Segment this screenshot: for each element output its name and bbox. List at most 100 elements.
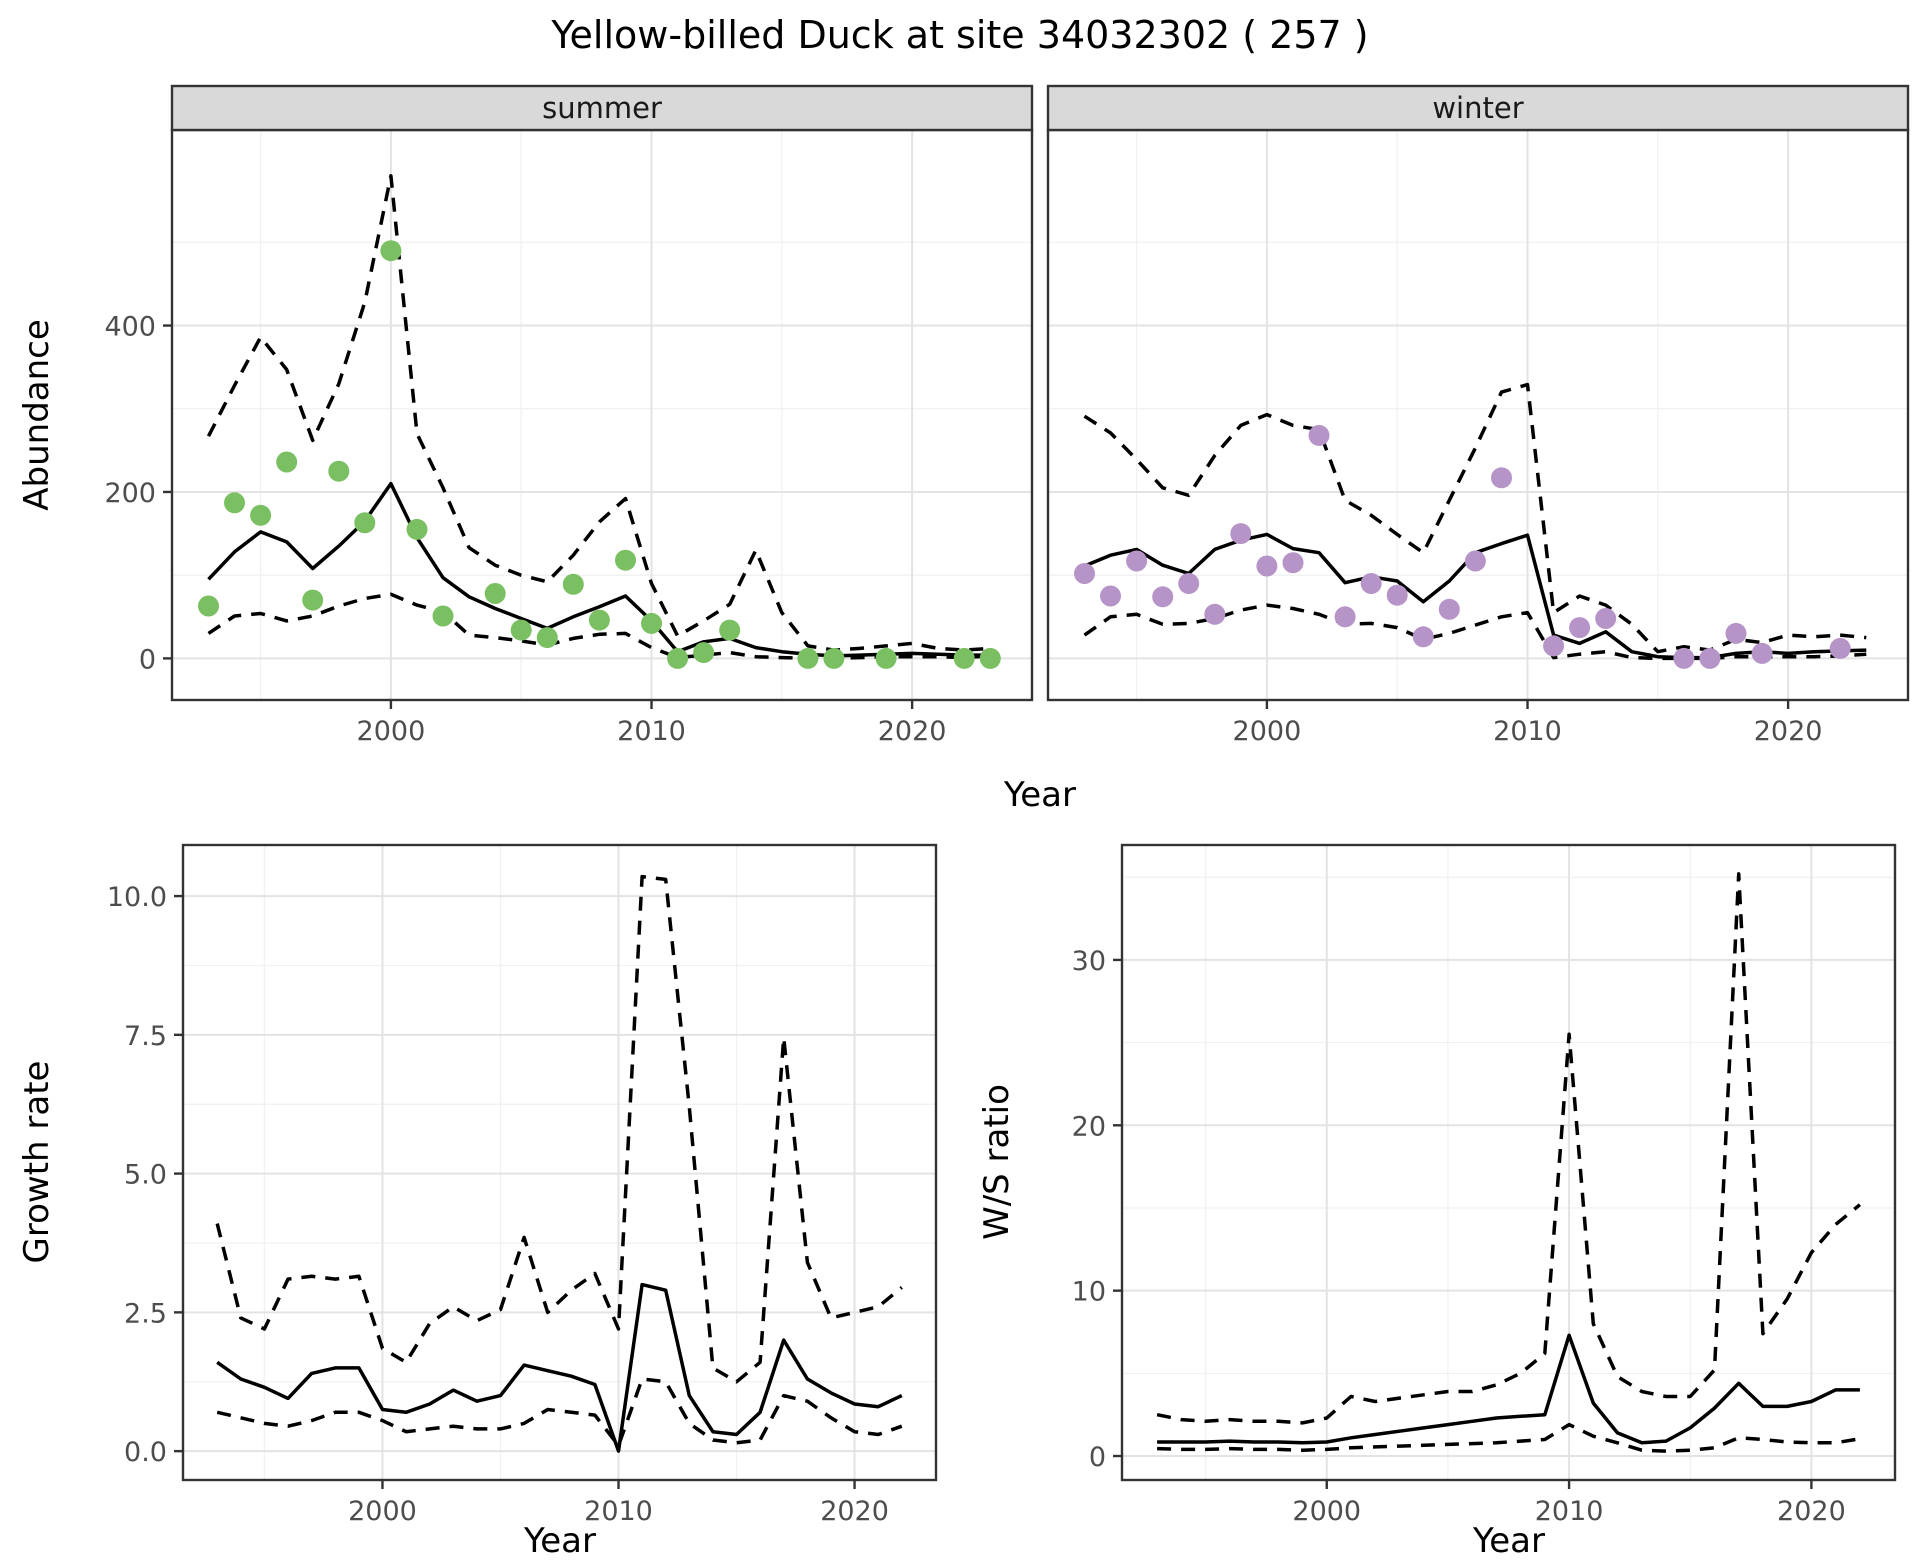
abundance_winter-observed-point [1412, 626, 1434, 648]
x-tick-label: 2010 [1493, 716, 1562, 747]
abundance_winter-observed-point [1100, 585, 1121, 607]
abundance_summer-observed-point [562, 573, 584, 595]
x-tick-label: 2020 [878, 716, 947, 747]
abundance_winter-observed-point [1334, 606, 1356, 628]
abundance_winter-observed-point [1464, 550, 1486, 572]
y-axis-title-ws-ratio: W/S ratio [977, 1084, 1017, 1240]
x-tick-label: 2000 [1292, 1496, 1361, 1527]
abundance_summer-observed-point [615, 549, 636, 571]
abundance_winter-observed-point [1725, 622, 1747, 644]
x-axis-title-year-growth: Year [523, 1521, 596, 1560]
abundance_winter-observed-point [1126, 550, 1148, 572]
y-tick-label: 10 [1072, 1277, 1106, 1308]
abundance_summer-observed-point [719, 619, 741, 641]
abundance_winter-observed-point [1256, 555, 1278, 577]
abundance_summer-observed-point [641, 612, 662, 634]
abundance_summer-observed-point [380, 240, 402, 262]
facet-strip-summer [170, 84, 1034, 132]
abundance_winter-observed-point [1438, 598, 1460, 620]
y-tick-label: 7.5 [124, 1021, 167, 1052]
abundance_winter-observed-point [1230, 523, 1252, 545]
abundance_summer-observed-point [797, 647, 819, 669]
x-tick-label: 2010 [1535, 1496, 1604, 1527]
growth_rate-upper_ci-line [215, 874, 903, 1384]
x-axis-title-year-top: Year [1003, 775, 1076, 815]
abundance_winter-observed-point [1829, 637, 1851, 659]
abundance_winter-observed-point [1152, 586, 1174, 608]
ws_ratio-lower_ci-line [1157, 1422, 1861, 1453]
abundance_winter-observed-point [1178, 573, 1200, 594]
abundance_summer-observed-point [354, 512, 376, 534]
abundance_winter-observed-point [1595, 608, 1617, 629]
ws_ratio-median-line [1157, 1333, 1860, 1445]
x-tick-label: 2000 [1233, 716, 1302, 747]
growth_rate-median-line [216, 1282, 903, 1453]
abundance_winter-observed-point [1673, 647, 1695, 669]
x-tick-label: 2020 [1754, 716, 1823, 747]
abundance_summer-observed-point [484, 583, 506, 604]
abundance_winter-observed-point [1543, 635, 1565, 657]
abundance_summer-observed-point [198, 595, 219, 617]
abundance_winter-observed-point [1386, 584, 1408, 606]
abundance_summer-lower_ci-line [207, 592, 991, 661]
abundance_winter-observed-point [1282, 552, 1304, 574]
growth_rate-lower_ci-line [216, 1377, 903, 1448]
abundance_summer-observed-point [432, 605, 454, 627]
y-tick-label: 20 [1072, 1111, 1106, 1142]
facet-strip-winter [1046, 84, 1910, 132]
x-axis-title-year-ws: Year [1472, 1521, 1545, 1560]
y-tick-label: 2.5 [124, 1298, 167, 1329]
x-tick-label: 2010 [584, 1496, 653, 1527]
abundance_summer-observed-point [510, 619, 532, 641]
growth_rate-panel-border [181, 843, 938, 1482]
y-tick-label: 5.0 [124, 1160, 167, 1191]
x-tick-label: 2000 [348, 1496, 417, 1527]
x-tick-label: 2020 [820, 1496, 889, 1527]
abundance_summer-observed-point [823, 647, 845, 669]
abundance_winter-lower_ci-line [1083, 603, 1867, 661]
y-axis-title-growth-rate: Growth rate [17, 1061, 57, 1264]
x-tick-label: 2020 [1777, 1496, 1846, 1527]
abundance_summer-observed-point [693, 642, 715, 664]
abundance_winter-observed-point [1569, 617, 1591, 639]
abundance_summer-observed-point [224, 492, 245, 514]
abundance_winter-panel-border [1046, 128, 1910, 702]
abundance_winter-observed-point [1491, 467, 1512, 489]
y-axis-title-abundance: Abundance [17, 319, 57, 511]
y-tick-label: 0 [139, 644, 156, 675]
abundance_winter-observed-point [1699, 647, 1721, 669]
y-tick-label: 0.0 [124, 1437, 167, 1468]
abundance_winter-observed-point [1751, 642, 1773, 664]
ws_ratio-upper_ci-line [1156, 872, 1862, 1425]
abundance_summer-observed-point [328, 460, 350, 482]
abundance_summer-observed-point [979, 647, 1001, 669]
plot-title: Yellow-billed Duck at site 34032302 ( 25… [550, 13, 1368, 57]
abundance_summer-observed-point [953, 647, 975, 669]
y-tick-label: 10.0 [107, 882, 167, 913]
abundance_winter-observed-point [1204, 603, 1226, 625]
ws_ratio-panel-border [1120, 843, 1897, 1482]
abundance_summer-observed-point [536, 627, 558, 649]
abundance_summer-observed-point [302, 589, 324, 611]
abundance_summer-observed-point [588, 609, 610, 631]
abundance_summer-observed-point [276, 451, 298, 473]
y-tick-label: 0 [1089, 1442, 1106, 1473]
abundance_summer-observed-point [250, 504, 272, 526]
abundance_winter-observed-point [1308, 424, 1330, 446]
facet-strip-label-winter: winter [1432, 91, 1523, 125]
facet-strip-label-summer: summer [542, 91, 662, 125]
abundance_summer-upper_ci-line [206, 174, 991, 652]
x-tick-label: 2000 [357, 716, 426, 747]
abundance_summer-observed-point [667, 647, 689, 669]
abundance_winter-observed-point [1360, 573, 1382, 594]
x-tick-label: 2010 [617, 716, 686, 747]
abundance_summer-observed-point [406, 518, 428, 540]
abundance_winter-upper_ci-line [1083, 382, 1867, 654]
y-tick-label: 200 [104, 478, 156, 509]
abundance_summer-observed-point [875, 647, 897, 669]
y-tick-label: 400 [104, 312, 156, 343]
abundance_winter-observed-point [1074, 563, 1095, 584]
